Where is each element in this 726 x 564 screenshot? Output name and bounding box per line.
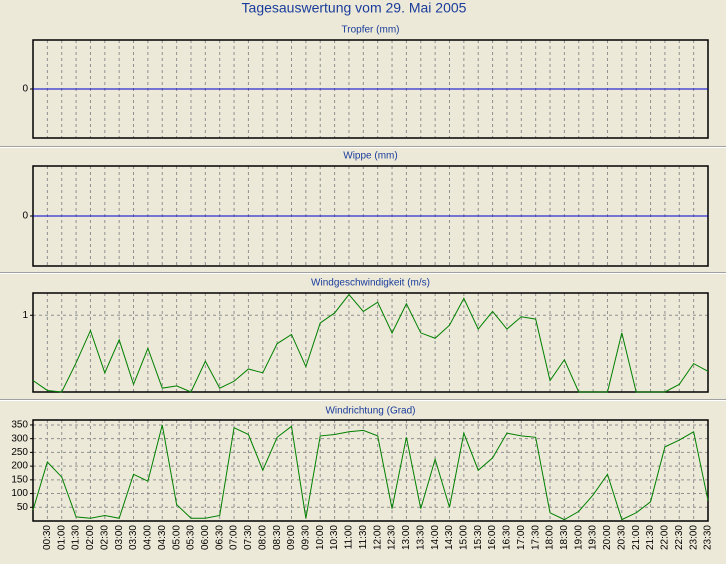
y-tick-label: 300 (11, 433, 28, 444)
chart-title: Windgeschwindigkeit (m/s) (311, 278, 430, 289)
x-tick-label: 09:30 (301, 525, 312, 550)
x-tick-label: 05:30 (186, 525, 197, 550)
x-tick-label: 08:30 (272, 525, 283, 550)
x-tick-label: 08:00 (257, 525, 268, 550)
y-tick-label: 100 (11, 488, 28, 499)
x-tick-label: 11:30 (358, 525, 369, 550)
x-tick-label: 19:00 (573, 525, 584, 550)
x-tick-label: 22:30 (674, 525, 685, 550)
x-tick-label: 09:00 (286, 525, 297, 550)
chart-title: Windrichtung (Grad) (325, 406, 415, 417)
x-tick-label: 23:30 (703, 525, 714, 550)
x-tick-label: 04:00 (143, 525, 154, 550)
x-tick-label: 01:30 (71, 525, 82, 550)
x-tick-label: 20:00 (602, 525, 613, 550)
plot-area (33, 420, 708, 521)
x-tick-label: 21:00 (631, 525, 642, 550)
y-tick-label: 350 (11, 420, 28, 431)
x-tick-label: 17:00 (516, 525, 527, 550)
x-tick-label: 12:00 (372, 525, 383, 550)
y-tick-label: 200 (11, 461, 28, 472)
x-tick-label: 07:00 (229, 525, 240, 550)
chart-title: Tropfer (mm) (342, 25, 400, 36)
x-tick-label: 12:30 (387, 525, 398, 550)
x-tick-label: 20:30 (616, 525, 627, 550)
x-tick-label: 14:30 (444, 525, 455, 550)
x-tick-label: 11:00 (344, 525, 355, 550)
x-tick-label: 14:00 (430, 525, 441, 550)
x-tick-label: 23:00 (688, 525, 699, 550)
x-tick-label: 06:30 (214, 525, 225, 550)
x-tick-label: 04:30 (157, 525, 168, 550)
x-tick-label: 01:00 (56, 525, 67, 550)
plot-area (33, 293, 708, 392)
x-tick-label: 16:00 (487, 525, 498, 550)
x-tick-label: 22:00 (660, 525, 671, 550)
x-tick-label: 13:00 (401, 525, 412, 550)
y-tick-label: 50 (17, 502, 29, 513)
x-tick-label: 02:00 (85, 525, 96, 550)
x-tick-label: 18:30 (559, 525, 570, 550)
x-tick-label: 05:00 (171, 525, 182, 550)
x-tick-label: 21:30 (645, 525, 656, 550)
x-tick-label: 16:30 (502, 525, 513, 550)
x-tick-label: 18:00 (545, 525, 556, 550)
chart-title: Wippe (mm) (343, 151, 397, 162)
y-tick-label: 250 (11, 447, 28, 458)
y-tick-label: 1 (22, 310, 28, 321)
x-tick-label: 00:30 (42, 525, 53, 550)
x-tick-label: 19:30 (588, 525, 599, 550)
x-tick-label: 07:30 (243, 525, 254, 550)
x-tick-label: 15:00 (458, 525, 469, 550)
x-tick-label: 10:00 (315, 525, 326, 550)
x-tick-label: 03:00 (114, 525, 125, 550)
y-tick-label: 150 (11, 474, 28, 485)
plot-frame (32, 292, 709, 393)
data-line (32, 424, 709, 521)
page-title: Tagesauswertung vom 29. Mai 2005 (242, 0, 467, 16)
y-tick-label: 0 (22, 211, 28, 222)
x-tick-label: 03:30 (128, 525, 139, 550)
x-tick-label: 17:30 (530, 525, 541, 550)
x-tick-label: 13:30 (415, 525, 426, 550)
data-line (32, 293, 709, 393)
x-tick-label: 06:00 (200, 525, 211, 550)
x-tick-label: 10:30 (329, 525, 340, 550)
plot-frame (32, 419, 709, 522)
x-tick-label: 15:30 (473, 525, 484, 550)
y-tick-label: 0 (22, 84, 28, 95)
x-tick-label: 02:30 (99, 525, 110, 550)
